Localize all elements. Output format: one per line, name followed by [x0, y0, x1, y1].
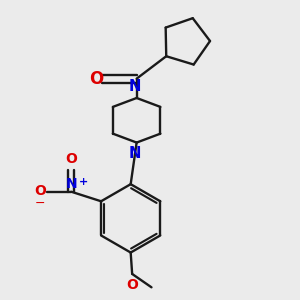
- Text: O: O: [89, 70, 103, 88]
- Text: O: O: [34, 184, 46, 198]
- Text: O: O: [126, 278, 138, 292]
- Text: N: N: [129, 146, 141, 161]
- Text: +: +: [79, 177, 88, 187]
- Text: −: −: [35, 197, 46, 210]
- Text: N: N: [65, 177, 77, 190]
- Text: N: N: [129, 79, 141, 94]
- Text: O: O: [65, 152, 77, 166]
